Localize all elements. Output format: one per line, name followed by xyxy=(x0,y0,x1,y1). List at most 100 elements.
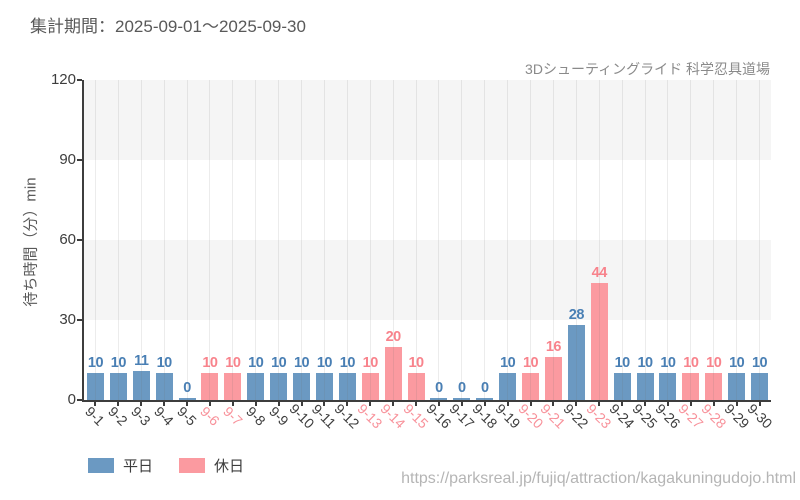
bar-value-label: 10 xyxy=(271,355,287,372)
y-tick xyxy=(77,79,82,81)
vertical-gridline xyxy=(461,80,463,400)
x-tick xyxy=(300,401,303,406)
bar-9-30 xyxy=(751,373,769,400)
bar-9-12 xyxy=(338,373,356,400)
x-tick-label-9-7: 9-7 xyxy=(220,403,246,429)
x-axis-line xyxy=(82,400,771,402)
x-tick-label-9-4: 9-4 xyxy=(151,403,177,429)
bar-value-label: 10 xyxy=(202,355,218,372)
x-tick-label-9-28: 9-28 xyxy=(698,400,730,432)
bar-9-22 xyxy=(567,325,585,400)
bar-9-6 xyxy=(201,373,219,400)
bar-9-8 xyxy=(247,373,265,400)
x-tick xyxy=(94,401,97,406)
y-tick-label: 60 xyxy=(59,231,76,248)
x-tick xyxy=(644,401,647,406)
vertical-gridline xyxy=(759,80,761,400)
x-tick xyxy=(392,401,395,406)
y-tick-label: 120 xyxy=(50,71,76,88)
bar-9-4 xyxy=(155,373,173,400)
bar-value-label: 10 xyxy=(683,355,699,372)
bar-value-label: 0 xyxy=(183,380,191,396)
bar-9-19 xyxy=(499,373,517,400)
bar-value-label: 10 xyxy=(248,355,264,372)
x-tick-label-9-9: 9-9 xyxy=(265,403,292,429)
x-tick xyxy=(529,401,532,406)
bar-value-label: 10 xyxy=(156,355,173,372)
x-tick xyxy=(140,401,143,406)
vertical-gridline xyxy=(438,80,440,400)
source-url: https://parksreal.jp/fujiq/attraction/ka… xyxy=(401,470,796,487)
bar-9-5 xyxy=(178,398,196,400)
y-tick-label: 30 xyxy=(59,311,76,328)
y-tick xyxy=(77,319,82,321)
x-tick xyxy=(712,401,715,406)
bar-value-label: 10 xyxy=(87,355,104,372)
x-tick xyxy=(598,401,601,406)
y-tick xyxy=(77,159,82,161)
x-tick xyxy=(254,401,257,406)
vertical-gridline xyxy=(232,80,234,400)
vertical-gridline xyxy=(186,80,188,400)
bar-9-29 xyxy=(728,373,746,400)
legend-label-weekday: 平日 xyxy=(123,458,154,475)
x-tick-label-9-18: 9-18 xyxy=(469,400,501,432)
x-tick xyxy=(346,401,349,406)
bar-value-label: 10 xyxy=(339,355,356,372)
vertical-gridline xyxy=(369,80,371,400)
vertical-gridline xyxy=(690,80,692,400)
vertical-gridline xyxy=(552,80,554,400)
bar-value-label: 10 xyxy=(316,355,333,372)
x-tick xyxy=(163,401,166,406)
bar-9-2 xyxy=(109,373,127,400)
plot-band xyxy=(84,240,771,320)
plot-area: 10 10 11 10 0 10 10 10 10 10 10 10 10 20 10 0 0 0 10 10 16 28… xyxy=(82,80,775,432)
bar-9-21 xyxy=(544,357,562,400)
bar-value-label: 20 xyxy=(385,328,402,345)
vertical-gridline xyxy=(484,80,486,400)
bar-value-label: 11 xyxy=(134,352,149,369)
y-tick xyxy=(77,399,82,401)
bar-9-9 xyxy=(270,373,288,400)
x-tick xyxy=(666,401,669,406)
bar-9-1 xyxy=(86,373,104,400)
bar-value-label: 28 xyxy=(568,307,585,324)
x-tick-label-9-5: 9-5 xyxy=(174,403,200,429)
bar-value-label: 10 xyxy=(500,355,516,372)
vertical-gridline xyxy=(644,80,646,400)
report-period-title: 集計期間：2025-09-01～2025-09-30 xyxy=(30,17,306,36)
x-tick xyxy=(277,401,280,406)
vertical-gridline xyxy=(621,80,623,400)
bar-value-label: 10 xyxy=(110,355,127,372)
x-tick-label-9-2: 9-2 xyxy=(105,403,132,429)
bar-9-25 xyxy=(636,373,654,400)
vertical-gridline xyxy=(323,80,325,400)
bar-9-17 xyxy=(453,398,471,400)
y-tick xyxy=(77,239,82,241)
bar-9-13 xyxy=(361,373,379,400)
vertical-gridline xyxy=(530,80,532,400)
bar-value-label: 44 xyxy=(591,264,608,281)
x-tick-label-9-29: 9-29 xyxy=(721,400,753,432)
vertical-gridline xyxy=(575,80,577,400)
vertical-gridline xyxy=(667,80,669,400)
vertical-gridline xyxy=(598,80,600,400)
bar-9-23 xyxy=(590,282,608,400)
bar-9-16 xyxy=(430,398,448,400)
y-tick-label: 90 xyxy=(59,151,76,168)
bar-9-14 xyxy=(384,346,402,400)
bar-value-label: 10 xyxy=(522,355,539,372)
vertical-gridline xyxy=(507,80,509,400)
x-tick-label-9-19: 9-19 xyxy=(492,400,524,432)
x-tick xyxy=(323,401,326,406)
bar-9-26 xyxy=(659,373,677,400)
x-tick xyxy=(369,401,372,406)
bar-value-label: 0 xyxy=(480,380,489,396)
bar-9-20 xyxy=(522,373,540,400)
bar-value-label: 0 xyxy=(435,380,443,396)
bar-9-10 xyxy=(293,373,311,400)
x-tick xyxy=(208,401,211,406)
bar-value-label: 10 xyxy=(362,355,379,372)
legend: 平日 休日 xyxy=(88,455,244,476)
